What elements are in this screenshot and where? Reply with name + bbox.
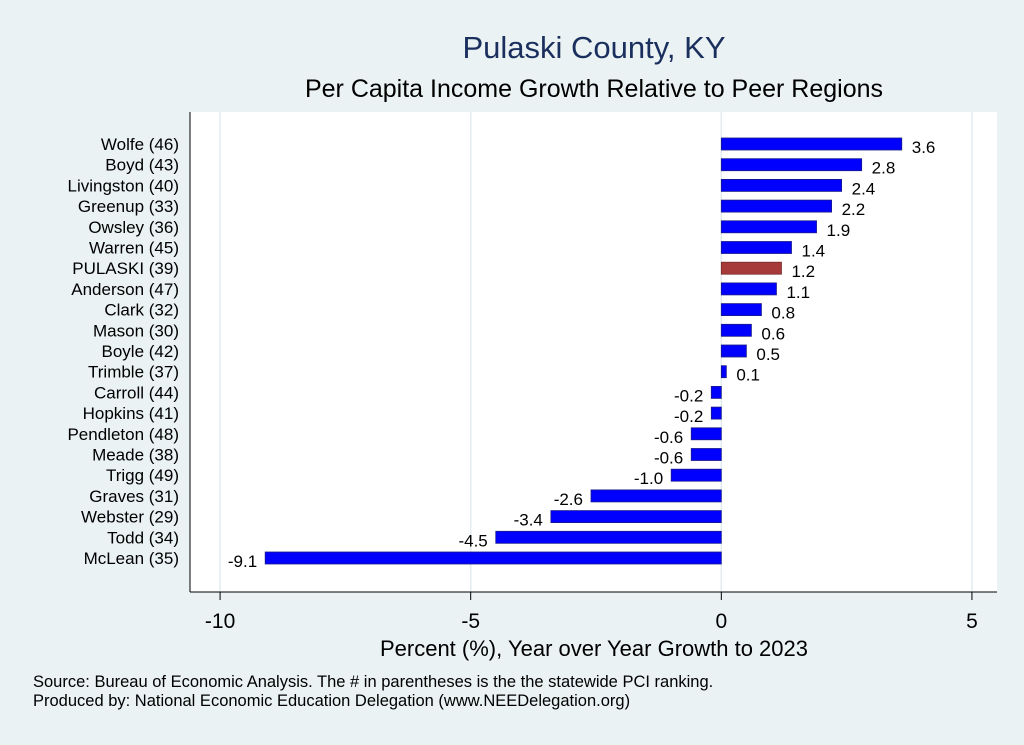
category-label: Wolfe (46) <box>101 135 179 154</box>
bar <box>690 427 722 441</box>
data-label: -1.0 <box>634 469 663 488</box>
category-label: McLean (35) <box>84 549 179 568</box>
bar <box>670 468 722 482</box>
source-note: Source: Bureau of Economic Analysis. The… <box>33 673 714 691</box>
x-tick-label: 0 <box>715 610 727 633</box>
x-tick-label: -10 <box>205 610 235 633</box>
category-label: Anderson (47) <box>71 280 179 299</box>
bar <box>264 551 722 565</box>
data-label: 1.1 <box>786 283 810 302</box>
bar <box>590 489 722 503</box>
category-label: Livingston (40) <box>67 176 179 195</box>
chart-title: Pulaski County, KY <box>462 30 725 65</box>
bar <box>720 261 782 275</box>
chart-subtitle: Per Capita Income Growth Relative to Pee… <box>305 75 883 103</box>
data-label: 2.8 <box>872 159 896 178</box>
category-label: PULASKI (39) <box>72 259 179 278</box>
category-label: Boyle (42) <box>102 342 179 361</box>
category-label: Pendleton (48) <box>67 425 179 444</box>
category-label: Hopkins (41) <box>83 404 179 423</box>
data-label: 0.6 <box>761 324 785 343</box>
producer-note: Produced by: National Economic Education… <box>33 692 631 710</box>
data-label: -4.5 <box>458 531 487 550</box>
bar <box>720 344 747 358</box>
category-label: Warren (45) <box>89 239 179 258</box>
category-label: Meade (38) <box>92 446 179 465</box>
x-tick-label: 5 <box>966 610 978 633</box>
data-label: 0.5 <box>756 345 780 364</box>
data-label: -0.6 <box>654 428 683 447</box>
data-label: 0.8 <box>771 304 795 323</box>
bar <box>550 510 722 524</box>
category-label: Mason (30) <box>93 321 179 340</box>
data-label: -0.2 <box>674 407 703 426</box>
category-label: Clark (32) <box>104 301 179 320</box>
bar <box>720 365 727 379</box>
bar <box>690 448 722 461</box>
bar <box>710 385 722 399</box>
bar <box>720 323 752 337</box>
bar <box>720 158 863 172</box>
category-label: Trimble (37) <box>88 363 179 382</box>
category-label: Boyd (43) <box>105 156 179 175</box>
bar <box>720 241 792 254</box>
category-label: Owsley (36) <box>88 218 179 237</box>
data-label: -9.1 <box>228 552 257 571</box>
bar <box>710 406 722 420</box>
bar <box>720 178 843 192</box>
data-label: -2.6 <box>554 490 583 509</box>
bar <box>495 530 722 544</box>
bar <box>720 137 903 151</box>
x-axis-title: Percent (%), Year over Year Growth to 20… <box>380 636 808 661</box>
category-label: Todd (34) <box>107 528 179 547</box>
category-labels: Wolfe (46) Boyd (43)Livingston (40) Greenu… <box>67 135 179 568</box>
data-label: -3.4 <box>514 511 543 530</box>
data-label: 1.4 <box>801 242 825 261</box>
bar <box>720 303 762 317</box>
category-label: Greenup (33) <box>78 197 179 216</box>
bars: 3.6 2.82.4 2.2 1.91.41.2 1.1 0.80.6 0.5 0.1 -0.2… <box>228 137 936 571</box>
data-label: 3.6 <box>912 138 936 157</box>
category-label: Graves (31) <box>89 487 179 506</box>
data-label: -0.2 <box>674 386 703 405</box>
data-label: 0.1 <box>736 366 760 385</box>
category-label: Carroll (44) <box>94 383 179 402</box>
x-axis: -10 -5 0 5 <box>189 112 997 633</box>
bar <box>720 199 832 213</box>
category-label: Trigg (49) <box>106 466 179 485</box>
data-label: 1.9 <box>827 221 851 240</box>
data-label: -0.6 <box>654 449 683 468</box>
data-label: 2.2 <box>842 200 866 219</box>
bar <box>720 220 817 234</box>
x-tick-label: -5 <box>461 610 480 633</box>
data-label: 1.2 <box>791 262 815 281</box>
bar <box>720 282 777 296</box>
data-label: 2.4 <box>852 179 876 198</box>
category-label: Webster (29) <box>81 508 179 527</box>
